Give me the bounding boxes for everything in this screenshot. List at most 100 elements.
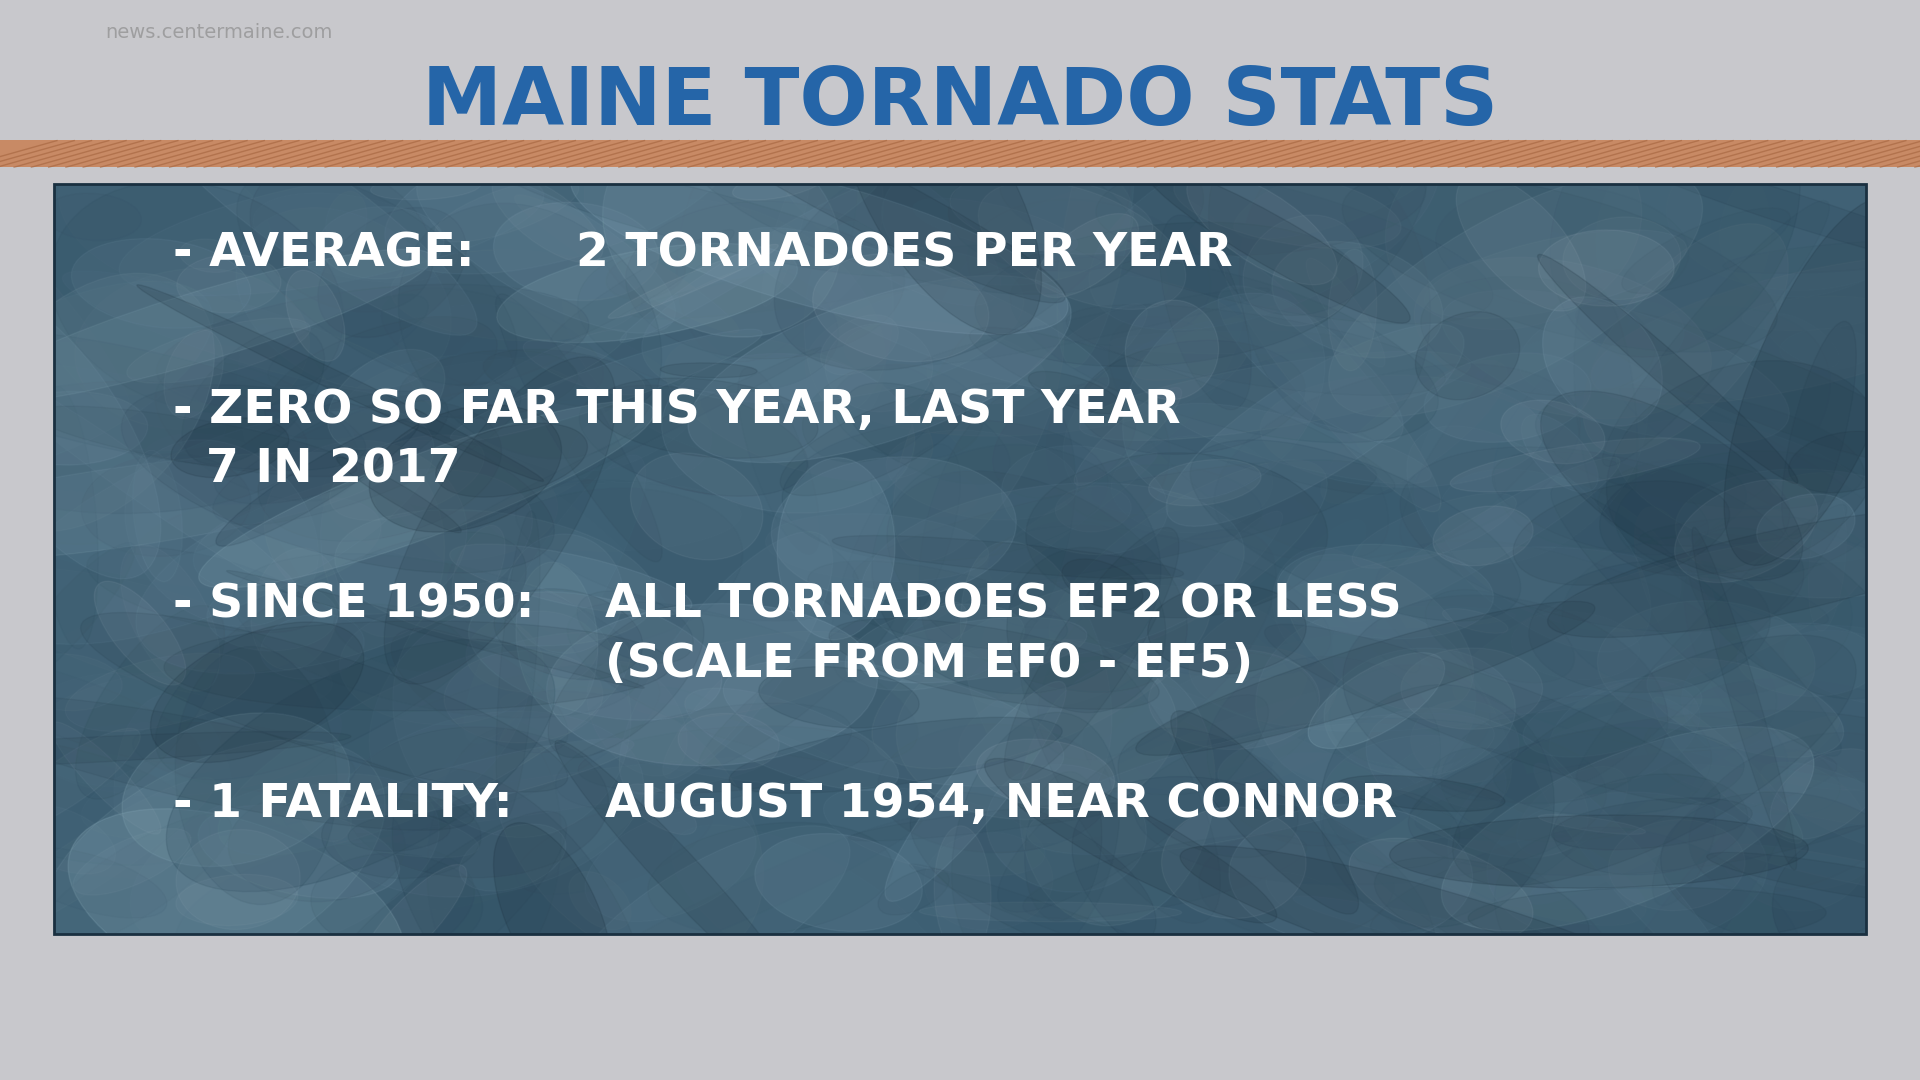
Ellipse shape bbox=[1538, 230, 1674, 306]
Ellipse shape bbox=[1004, 527, 1179, 780]
Ellipse shape bbox=[1528, 561, 1770, 692]
Ellipse shape bbox=[676, 97, 856, 362]
Ellipse shape bbox=[0, 248, 132, 420]
Ellipse shape bbox=[1079, 340, 1306, 455]
Text: - AVERAGE:: - AVERAGE: bbox=[173, 231, 474, 276]
Ellipse shape bbox=[1329, 171, 1703, 417]
Ellipse shape bbox=[0, 381, 307, 513]
Ellipse shape bbox=[1081, 660, 1457, 826]
Ellipse shape bbox=[1165, 324, 1465, 526]
Ellipse shape bbox=[1690, 679, 1920, 778]
Ellipse shape bbox=[1020, 663, 1215, 926]
Ellipse shape bbox=[125, 440, 319, 626]
Ellipse shape bbox=[38, 387, 98, 649]
Ellipse shape bbox=[257, 401, 501, 541]
Ellipse shape bbox=[1371, 835, 1574, 934]
Ellipse shape bbox=[227, 570, 645, 688]
Ellipse shape bbox=[0, 696, 474, 831]
Ellipse shape bbox=[1597, 600, 1814, 727]
Ellipse shape bbox=[626, 784, 697, 835]
Ellipse shape bbox=[1455, 174, 1586, 311]
Ellipse shape bbox=[38, 740, 386, 991]
Ellipse shape bbox=[1707, 852, 1920, 907]
Ellipse shape bbox=[1448, 705, 1788, 909]
Text: 2 TORNADOES PER YEAR: 2 TORNADOES PER YEAR bbox=[576, 231, 1233, 276]
Ellipse shape bbox=[1772, 824, 1920, 972]
Ellipse shape bbox=[459, 824, 566, 891]
Ellipse shape bbox=[75, 269, 309, 429]
Ellipse shape bbox=[426, 728, 561, 980]
Ellipse shape bbox=[436, 423, 588, 497]
Ellipse shape bbox=[1181, 846, 1709, 1020]
Ellipse shape bbox=[50, 721, 161, 834]
Ellipse shape bbox=[778, 458, 895, 639]
Ellipse shape bbox=[1494, 728, 1743, 815]
Ellipse shape bbox=[1171, 711, 1359, 914]
Ellipse shape bbox=[893, 602, 968, 676]
Ellipse shape bbox=[1770, 748, 1882, 839]
Ellipse shape bbox=[609, 244, 778, 319]
Ellipse shape bbox=[1235, 148, 1438, 240]
Ellipse shape bbox=[724, 660, 1064, 786]
Ellipse shape bbox=[236, 172, 516, 386]
Ellipse shape bbox=[877, 724, 1112, 853]
Ellipse shape bbox=[902, 453, 1158, 632]
Ellipse shape bbox=[885, 681, 1066, 902]
Ellipse shape bbox=[1390, 815, 1809, 888]
Ellipse shape bbox=[1409, 711, 1920, 876]
Ellipse shape bbox=[447, 488, 743, 650]
Ellipse shape bbox=[1129, 732, 1183, 781]
Ellipse shape bbox=[1187, 172, 1336, 285]
Ellipse shape bbox=[493, 202, 659, 300]
Ellipse shape bbox=[198, 806, 399, 899]
Ellipse shape bbox=[1784, 631, 1920, 706]
Ellipse shape bbox=[319, 207, 467, 337]
Ellipse shape bbox=[451, 329, 762, 442]
Ellipse shape bbox=[1450, 437, 1701, 491]
Ellipse shape bbox=[547, 606, 705, 758]
Ellipse shape bbox=[1148, 584, 1306, 674]
Ellipse shape bbox=[1436, 185, 1690, 309]
Ellipse shape bbox=[286, 270, 346, 362]
Ellipse shape bbox=[1171, 403, 1432, 484]
Ellipse shape bbox=[397, 203, 662, 459]
Ellipse shape bbox=[660, 363, 756, 378]
Ellipse shape bbox=[319, 206, 444, 279]
Ellipse shape bbox=[1553, 774, 1747, 875]
Ellipse shape bbox=[699, 609, 895, 769]
Ellipse shape bbox=[812, 254, 989, 362]
Ellipse shape bbox=[1682, 625, 1920, 789]
Ellipse shape bbox=[73, 828, 190, 895]
Ellipse shape bbox=[27, 670, 342, 796]
Ellipse shape bbox=[1538, 255, 1797, 484]
Ellipse shape bbox=[0, 328, 365, 471]
Ellipse shape bbox=[1453, 540, 1866, 714]
Ellipse shape bbox=[156, 532, 526, 780]
Ellipse shape bbox=[501, 690, 847, 785]
Ellipse shape bbox=[1469, 888, 1826, 944]
Ellipse shape bbox=[1123, 293, 1325, 499]
Ellipse shape bbox=[935, 826, 991, 959]
Ellipse shape bbox=[662, 353, 914, 513]
Ellipse shape bbox=[1079, 351, 1471, 441]
Ellipse shape bbox=[1096, 148, 1427, 256]
Ellipse shape bbox=[175, 647, 338, 905]
Ellipse shape bbox=[177, 875, 298, 926]
Ellipse shape bbox=[94, 581, 186, 685]
Ellipse shape bbox=[71, 239, 252, 328]
Ellipse shape bbox=[578, 246, 839, 392]
Text: - SINCE 1950:: - SINCE 1950: bbox=[173, 582, 534, 627]
Ellipse shape bbox=[384, 356, 616, 684]
Ellipse shape bbox=[1764, 313, 1839, 368]
Ellipse shape bbox=[1173, 167, 1402, 248]
Ellipse shape bbox=[897, 638, 1177, 820]
Ellipse shape bbox=[1613, 660, 1847, 766]
Ellipse shape bbox=[1548, 508, 1920, 637]
Ellipse shape bbox=[392, 769, 645, 1062]
Text: 7 IN 2017: 7 IN 2017 bbox=[173, 447, 461, 492]
Ellipse shape bbox=[1534, 764, 1738, 995]
Ellipse shape bbox=[1091, 634, 1413, 795]
Ellipse shape bbox=[1551, 486, 1841, 756]
Ellipse shape bbox=[81, 700, 507, 839]
Ellipse shape bbox=[330, 711, 643, 897]
